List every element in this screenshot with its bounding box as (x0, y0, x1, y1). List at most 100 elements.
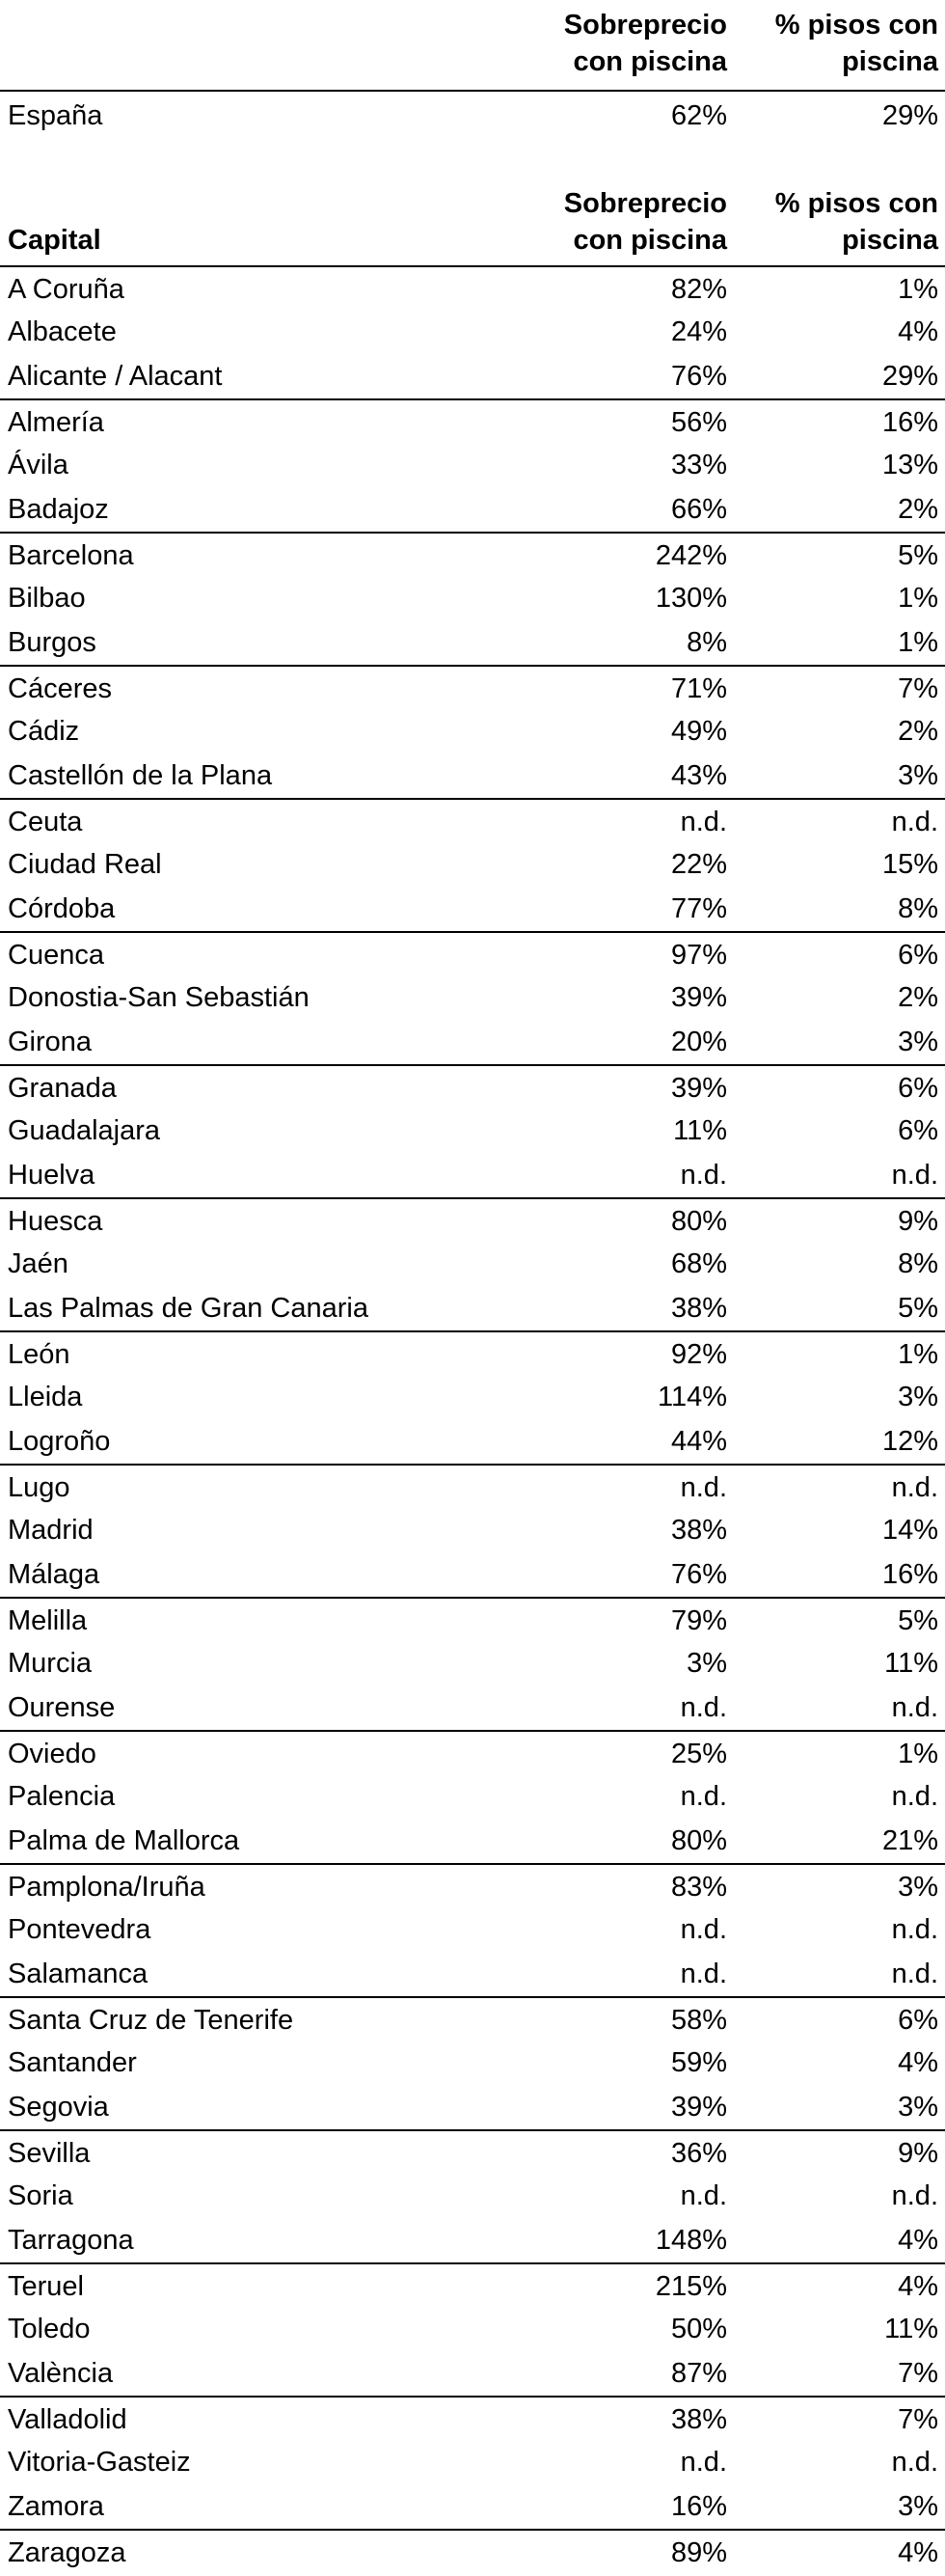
cell: Badajoz (8, 494, 109, 525)
cell: 8% (898, 1248, 938, 1279)
cell: Santander (8, 2047, 137, 2078)
cell: Madrid (8, 1515, 94, 1546)
cell: 148% (655, 2225, 727, 2256)
cell: 5% (898, 540, 938, 571)
cell: Santa Cruz de Tenerife (8, 2005, 294, 2036)
cell: 13% (881, 450, 938, 480)
table-row: Cuenca 97% 6% (0, 931, 945, 977)
cell: n.d. (891, 1781, 938, 1812)
column-header: Sobreprecio con piscina % pisos con piscina (0, 0, 945, 87)
cell: 6% (898, 1073, 938, 1104)
cell: Murcia (8, 1648, 93, 1679)
cell: 20% (670, 1027, 727, 1057)
table-row: León 92% 1% (0, 1330, 945, 1377)
cell: 76% (670, 1559, 727, 1590)
cell: 15% (881, 849, 938, 880)
table-row: Las Palmas de Gran Canaria 38% 5% (0, 1286, 945, 1330)
cell: 36% (670, 2138, 727, 2169)
cell: Logroño (8, 1426, 111, 1457)
cell: 16% (881, 1559, 938, 1590)
cell: Palencia (8, 1781, 116, 1812)
table-row: Teruel 215% 4% (0, 2262, 945, 2309)
cell: 80% (670, 1206, 727, 1237)
table-row: Pamplona/Iruña 83% 3% (0, 1863, 945, 1909)
cell: 44% (670, 1426, 727, 1457)
cell: 8% (687, 627, 727, 658)
cell: 4% (898, 2225, 938, 2256)
cell: Córdoba (8, 893, 116, 924)
cell: 7% (898, 2358, 938, 2389)
table-row: Lugo n.d. n.d. (0, 1464, 945, 1510)
cell: 130% (655, 583, 727, 614)
table-row: Sevilla 36% 9% (0, 2129, 945, 2176)
cell: 82% (670, 274, 727, 305)
cell: 7% (898, 2404, 938, 2435)
header-line: con piscina (573, 225, 727, 256)
cell: 16% (670, 2491, 727, 2522)
cell: n.d. (891, 1914, 938, 1945)
table-row: Bilbao 130% 1% (0, 576, 945, 620)
table-row: Cádiz 49% 2% (0, 709, 945, 754)
cell: A Coruña (8, 274, 124, 305)
cell: Bilbao (8, 583, 86, 614)
table-row: Jaén 68% 8% (0, 1242, 945, 1286)
cell: València (8, 2358, 114, 2389)
cell: n.d. (680, 807, 727, 837)
cell: 242% (655, 540, 727, 571)
cell: 3% (898, 1872, 938, 1903)
cell: Ávila (8, 450, 68, 480)
header-label: Capital (8, 225, 101, 256)
cell: n.d. (680, 1472, 727, 1503)
cell: 79% (670, 1605, 727, 1636)
cell: n.d. (891, 1692, 938, 1723)
table-row: Albacete 24% 4% (0, 310, 945, 354)
cell: n.d. (680, 1160, 727, 1191)
cell: 24% (670, 316, 727, 347)
table-row: Logroño 44% 12% (0, 1419, 945, 1464)
cell: Barcelona (8, 540, 134, 571)
table-row: Córdoba 77% 8% (0, 887, 945, 931)
cell: 4% (898, 2537, 938, 2568)
cell: Soria (8, 2180, 73, 2211)
table-row: Toledo 50% 11% (0, 2307, 945, 2351)
table-row: Lleida 114% 3% (0, 1375, 945, 1419)
table-row: Ceuta n.d. n.d. (0, 798, 945, 844)
cell: 11% (673, 1115, 727, 1146)
cell: 39% (670, 1073, 727, 1104)
cell: 77% (670, 893, 727, 924)
cell: 1% (898, 627, 938, 658)
table-row: Ourense n.d. n.d. (0, 1685, 945, 1730)
cell: 3% (898, 2491, 938, 2522)
cell: 58% (670, 2005, 727, 2036)
cell: n.d. (891, 807, 938, 837)
table-row: Huelva n.d. n.d. (0, 1153, 945, 1197)
cell: 29% (881, 100, 938, 131)
cell: 33% (670, 450, 727, 480)
cell: 97% (670, 940, 727, 971)
table-row: Segovia 39% 3% (0, 2085, 945, 2129)
cell: 66% (670, 494, 727, 525)
cell: 3% (898, 760, 938, 791)
cell: 83% (670, 1872, 727, 1903)
cell: Lugo (8, 1472, 70, 1503)
cell: 50% (670, 2314, 727, 2344)
cell: 80% (670, 1825, 727, 1856)
cell: 2% (898, 716, 938, 747)
cell: 3% (687, 1648, 727, 1679)
cell: 4% (898, 316, 938, 347)
header-line: Sobreprecio (563, 188, 727, 219)
cell: 1% (898, 583, 938, 614)
cell: 16% (881, 407, 938, 438)
table-row: Oviedo 25% 1% (0, 1730, 945, 1776)
cell: n.d. (680, 1959, 727, 1989)
cell: 11% (884, 1648, 938, 1679)
table-row: Ávila 33% 13% (0, 443, 945, 487)
cell: 92% (670, 1339, 727, 1370)
cell: Granada (8, 1073, 117, 1104)
table-row: Melilla 79% 5% (0, 1597, 945, 1643)
cell: 6% (898, 2005, 938, 2036)
cell: 2% (898, 982, 938, 1013)
cell: Málaga (8, 1559, 100, 1590)
table-row: Madrid 38% 14% (0, 1508, 945, 1552)
